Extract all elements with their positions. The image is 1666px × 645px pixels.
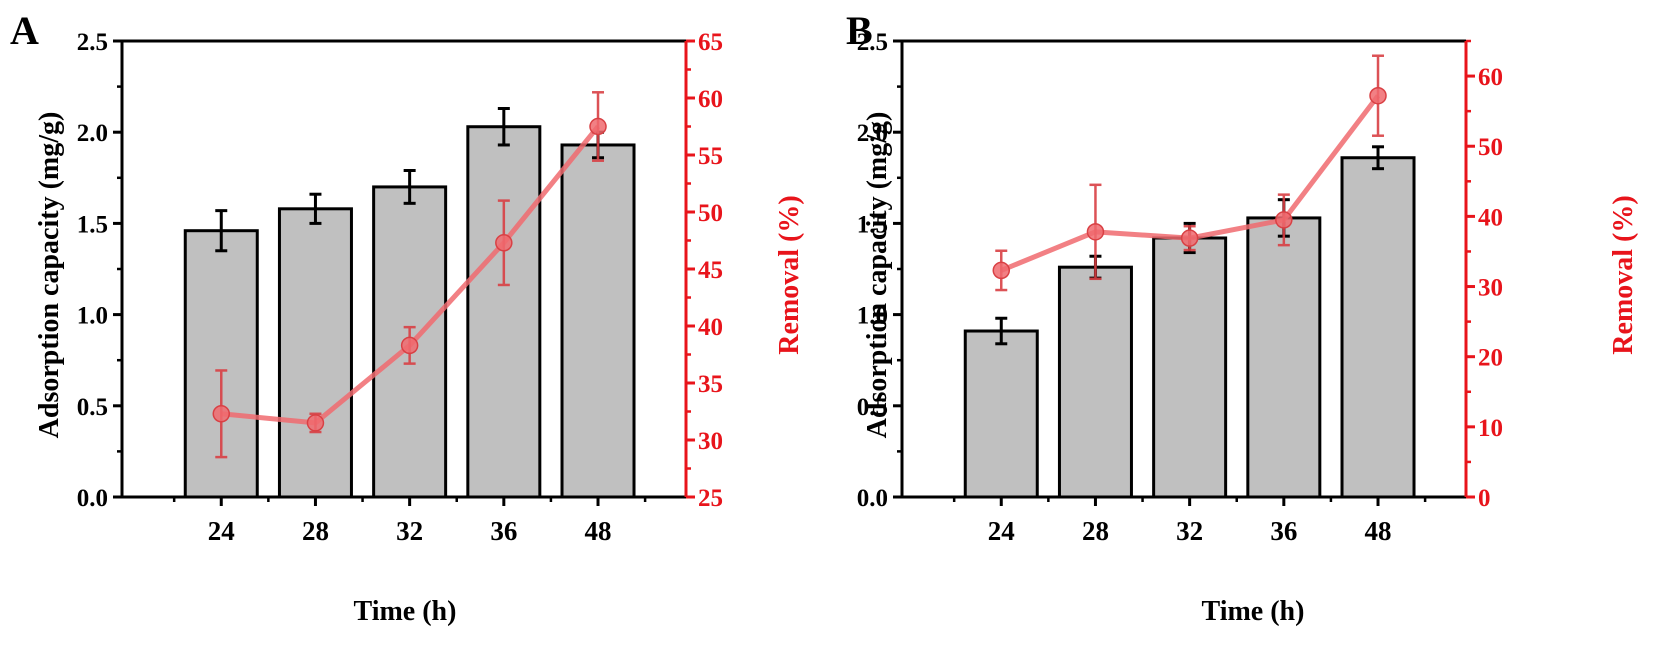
bar-24 [963, 329, 1039, 499]
y-tick-label: 1.0 [77, 303, 108, 330]
bar-36 [466, 125, 542, 499]
y-tick-label: 2.0 [857, 120, 888, 147]
y2-tick-label: 55 [698, 143, 723, 170]
removal-point-28 [306, 414, 325, 432]
x-tick-label: 28 [1082, 516, 1109, 546]
x-axis-title-a: Time (h) [354, 596, 457, 627]
bar-error-36 [497, 106, 510, 147]
y2-axis-title-a: Removal (%) [774, 195, 805, 354]
removal-point-32 [400, 336, 419, 355]
bar-28 [277, 207, 353, 499]
y2-tick-label: 40 [1478, 204, 1503, 231]
bar-28 [1057, 265, 1133, 499]
y2-tick-label: 30 [698, 428, 723, 455]
bar-36 [1246, 216, 1322, 499]
y-tick-label: 0.5 [77, 394, 108, 421]
y2-tick-label: 50 [698, 200, 723, 227]
y-tick-label: 2.5 [857, 29, 888, 56]
x-tick-label: 24 [208, 516, 235, 546]
bar-48 [1340, 156, 1416, 499]
y2-tick-label: 60 [698, 86, 723, 113]
y2-tick-label: 0 [1478, 485, 1491, 512]
removal-point-36 [1275, 211, 1293, 229]
x-tick-label: 48 [1365, 516, 1392, 546]
y2-tick-label: 25 [698, 485, 723, 512]
bar-error-24 [995, 316, 1008, 346]
panel-a: A Adsorption capacity (mg/g) Removal (%)… [10, 8, 805, 627]
y2-tick-label: 10 [1478, 415, 1503, 442]
plot-layer-a: 0.0 0.5 1.0 1.5 2.0 2.5 25 30 35 40 45 50 55 60 65 24 28… [77, 29, 723, 546]
y2-tick-label: 35 [698, 371, 723, 398]
removal-point-28 [1086, 223, 1105, 241]
removal-point-24 [992, 261, 1011, 280]
bar-error-28 [309, 192, 322, 225]
bar-32 [1152, 236, 1228, 499]
x-tick-label: 36 [490, 516, 517, 546]
x-tick-label: 36 [1270, 516, 1297, 546]
removal-point-36 [495, 234, 513, 252]
y2-tick-label: 50 [1478, 134, 1503, 161]
y2-tick-label: 65 [698, 29, 723, 56]
y2-tick-label: 60 [1478, 64, 1503, 91]
y-tick-label: 2.0 [77, 120, 108, 147]
removal-point-48 [1369, 86, 1387, 105]
y-axis-title-a: Adsorption capacity (mg/g) [34, 112, 65, 439]
y2-tick-label: 45 [698, 257, 723, 284]
x-tick-label: 28 [302, 516, 329, 546]
plot-layer-b: 0.0 0.5 1.0 1.5 2.0 2.5 0 10 20 30 40 50 60 24 28 32 36 4… [857, 29, 1503, 546]
y2-axis-title-b: Removal (%) [1608, 195, 1639, 354]
y-tick-label: 0.0 [77, 485, 108, 512]
y-tick-label: 0.0 [857, 485, 888, 512]
y-tick-label: 1.5 [77, 211, 108, 238]
removal-point-24 [212, 405, 231, 423]
panel-b: B Adsorption capacity (mg/g) Removal (%)… [846, 8, 1639, 627]
y2-tick-label: 20 [1478, 345, 1503, 372]
bar-48 [560, 143, 636, 499]
x-tick-label: 24 [988, 516, 1015, 546]
bar-error-48 [1372, 145, 1385, 171]
bar-error-24 [215, 209, 228, 253]
x-tick-label: 32 [1176, 516, 1203, 546]
panel-letter-b: B [846, 8, 873, 53]
y-axis-title-b: Adsorption capacity (mg/g) [862, 112, 893, 439]
x-axis-title-b: Time (h) [1202, 596, 1305, 627]
y2-tick-label: 30 [1478, 275, 1503, 302]
panel-letter-a: A [10, 8, 39, 53]
y-tick-label: 1.5 [857, 211, 888, 238]
bar-error-32 [403, 169, 416, 205]
y-tick-label: 2.5 [77, 29, 108, 56]
removal-point-32 [1180, 229, 1199, 247]
removal-point-48 [589, 117, 607, 136]
x-tick-label: 32 [396, 516, 423, 546]
y-tick-label: 0.5 [857, 394, 888, 421]
x-tick-label: 48 [585, 516, 612, 546]
y2-tick-label: 40 [698, 314, 723, 341]
y-tick-label: 1.0 [857, 303, 888, 330]
